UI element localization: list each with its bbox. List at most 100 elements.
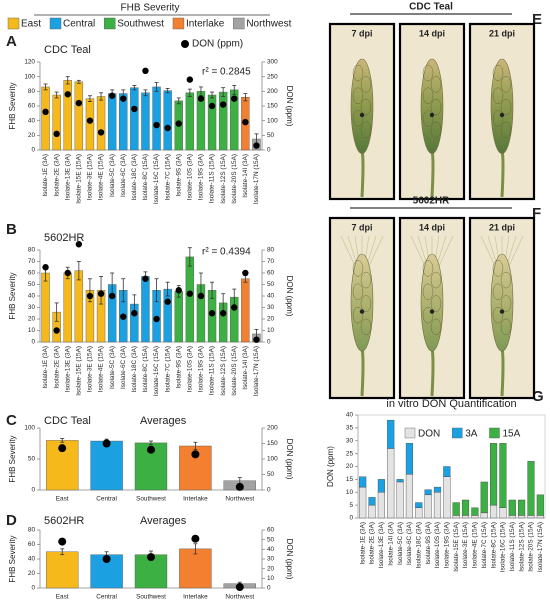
y-tick-label: 20 (28, 316, 36, 323)
y-tick-label: 80 (28, 527, 36, 534)
legend-label: East (21, 19, 41, 30)
x-tick-label: Northwest (225, 496, 254, 503)
bar (163, 288, 172, 343)
inoculation-spot (499, 309, 505, 314)
bar-segment (359, 486, 367, 519)
bar (41, 272, 50, 343)
bar-segment (415, 507, 423, 519)
legend-label: Interlake (186, 19, 225, 30)
wheat-spikelet (352, 64, 364, 82)
bar (179, 548, 212, 589)
don-point (142, 275, 149, 282)
wheat-spikelet (360, 295, 372, 312)
y-axis-label: FHB Severity (8, 435, 17, 482)
y-tick-label: 100 (24, 73, 35, 80)
y-tick-label: 80 (28, 88, 36, 95)
x-tick-label: Isolate-3E (15A) (87, 154, 94, 200)
wheat-spikelet (430, 295, 442, 312)
bar (174, 291, 183, 343)
wheat-spike (350, 58, 374, 154)
x-tick-label: Isolate-11S (15A) (209, 154, 216, 203)
x-tick-label: Isolate-13E (3A) (64, 154, 71, 200)
wheat-spikelet (492, 260, 504, 277)
bar-segment (368, 504, 376, 519)
error-bar (60, 438, 65, 443)
wheat-spikelet (430, 121, 442, 139)
x-tick-label: Isolate-3E (15A) (87, 346, 94, 392)
legend-label: Northwest (246, 19, 291, 30)
error-bar (193, 543, 198, 555)
don-point (164, 124, 171, 132)
bar-segment (405, 474, 413, 519)
x-tick-label: Isolate-10S (3A) (187, 346, 194, 392)
bar-segment (490, 443, 498, 506)
wheat-spikelet (500, 76, 512, 93)
legend-label: 15A (502, 429, 520, 440)
x-tick-label: Isolate-13E (3A) (64, 346, 71, 392)
error-bar (154, 278, 159, 303)
x-tick-label: Isolate-8C (15A) (142, 154, 149, 201)
wheat-spikelet (430, 98, 442, 116)
x-tick-label: Isolate-20S (15A) (231, 154, 238, 204)
error-bar (143, 89, 148, 97)
legend-label: DON (ppm) (192, 39, 243, 50)
legend-swatch (172, 17, 185, 30)
x-tick-label: Isolate-6C (3A) (120, 154, 127, 197)
bar-segment (499, 443, 507, 508)
x-tick-label: Isolate-7C (15A) (164, 154, 171, 201)
bar-segment (377, 479, 385, 493)
y-tick-label: 20 (346, 463, 354, 470)
y2-tick-label: 50 (267, 471, 275, 478)
wheat-stem (430, 149, 435, 198)
error-bar (187, 88, 192, 97)
y2-tick-label: 50 (267, 281, 275, 288)
bar-segment (405, 443, 413, 475)
inoculation-spot (359, 309, 365, 314)
y-tick-label: 20 (28, 570, 36, 577)
error-bar (176, 97, 181, 105)
photo-label: 7 dpi (351, 28, 372, 38)
legend-swatch (233, 17, 245, 30)
bar (46, 551, 79, 589)
y2-tick-label: 100 (267, 117, 278, 124)
y2-tick-label: 70 (267, 258, 275, 265)
wheat-spikelet (500, 121, 512, 139)
don-point (58, 537, 67, 546)
x-tick-label: Isolate-10S (3A) (434, 522, 441, 568)
don-point (242, 269, 249, 277)
wheat-spikelet (422, 64, 434, 82)
bar (241, 278, 250, 343)
x-tick-label: Isolate-1E (3A) (42, 346, 49, 389)
y2-tick-label: 30 (267, 556, 275, 563)
panel-letter: C (6, 412, 17, 429)
y2-tick-label: 0 (267, 487, 271, 494)
x-tick-label: Isolate-19S (3A) (444, 522, 451, 568)
bar-segment (518, 499, 526, 516)
bar-segment (433, 492, 442, 519)
x-tick-label: Southwest (136, 594, 166, 601)
x-tick-label: Isolate-6C (3A) (406, 522, 413, 565)
x-tick-label: Northwest (225, 594, 254, 601)
x-tick-label: Isolate-16C (15A) (153, 154, 160, 204)
don-point (235, 482, 244, 491)
panel-letter: F (532, 205, 541, 222)
x-tick-label: Isolate-20S (15A) (528, 522, 535, 572)
photo-label: 14 dpi (419, 222, 445, 232)
x-tick-label: Isolate-17N (15A) (253, 154, 260, 204)
bar-segment (480, 481, 488, 514)
x-tick-label: Interlake (183, 594, 208, 601)
bar (130, 87, 139, 151)
annotation: r² = 0.2845 (202, 67, 251, 78)
y2-tick-label: 10 (267, 575, 275, 582)
y2-tick-label: 80 (267, 247, 275, 254)
y2-tick-label: 60 (267, 527, 275, 534)
x-tick-label: Isolate-5C (3A) (109, 154, 116, 197)
error-bar (210, 91, 215, 99)
y2-tick-label: 50 (267, 132, 275, 139)
bar-segment (527, 515, 535, 519)
wheat-spike (490, 58, 514, 154)
y-tick-label: 70 (28, 258, 36, 265)
x-tick-label: Isolate-14I (3A) (242, 154, 249, 198)
y2-axis-label: DON (ppm) (285, 86, 294, 127)
chart-title: FHB Severity (121, 3, 180, 14)
